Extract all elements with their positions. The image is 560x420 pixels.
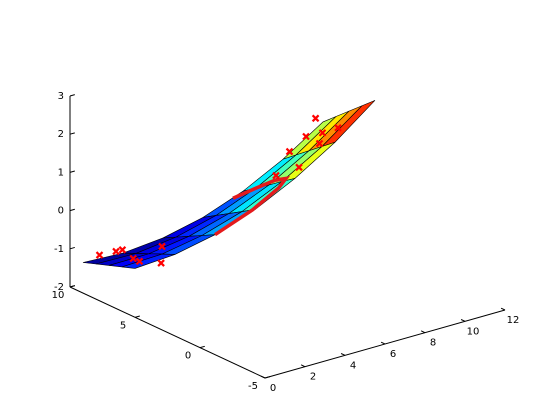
marker-stroke	[318, 129, 327, 137]
y-tick-label: 5	[120, 320, 126, 331]
y-tick-label: -5	[248, 381, 258, 392]
z-tick-label: 2	[58, 129, 64, 140]
marker-stroke	[118, 246, 127, 254]
marker-stroke	[158, 242, 166, 251]
surface-face	[121, 253, 176, 269]
y-tick	[199, 345, 205, 349]
marker-stroke	[272, 171, 280, 180]
marker-stroke	[334, 124, 342, 132]
x-tick-label: 8	[430, 338, 436, 349]
z-tick	[69, 132, 75, 135]
z-tick	[69, 94, 75, 97]
curve	[214, 176, 291, 237]
x-tick	[380, 341, 386, 345]
x-tick-label: 12	[507, 315, 520, 326]
x-tick-label: 4	[350, 360, 356, 371]
marker-stroke	[129, 254, 137, 263]
marker-stroke	[302, 132, 310, 141]
data-point	[315, 139, 324, 148]
z-tick-label: -2	[54, 282, 64, 293]
x-tick-label: 2	[310, 372, 316, 383]
z-tick	[69, 285, 75, 288]
x-tick-label: 10	[467, 326, 480, 337]
y-tick-label: 10	[52, 290, 65, 301]
data-point	[311, 114, 320, 123]
data-point	[318, 129, 327, 137]
x-tick-label: 0	[270, 383, 276, 394]
marker-stroke	[95, 251, 104, 259]
x-tick	[340, 353, 346, 356]
x-tick	[500, 307, 506, 311]
marker-stroke	[285, 147, 294, 156]
x-tick-label: 6	[390, 349, 396, 360]
y-tick-label: 0	[185, 351, 191, 362]
z-tick-label: 0	[58, 206, 64, 217]
x-tick	[420, 330, 426, 334]
y-tick	[264, 376, 270, 379]
marker-stroke	[315, 139, 324, 148]
z-tick-label: 3	[58, 91, 64, 102]
y-axis	[69, 286, 266, 379]
x-tick	[460, 319, 466, 322]
data-point	[129, 254, 137, 263]
marker-stroke	[135, 257, 144, 266]
marker-stroke	[295, 163, 303, 172]
x-tick	[300, 364, 306, 368]
z-tick-label: -1	[54, 244, 64, 255]
z-tick-label: 1	[58, 167, 64, 178]
marker-stroke	[311, 114, 320, 123]
data-point	[135, 257, 144, 266]
data-point	[118, 246, 127, 254]
z-tick	[69, 208, 75, 212]
data-point	[334, 124, 342, 132]
data-point	[302, 132, 310, 141]
data-point	[295, 163, 303, 172]
data-point	[285, 147, 294, 156]
y-tick	[134, 315, 140, 318]
marker-stroke	[157, 259, 165, 267]
data-point	[272, 171, 280, 180]
marker-stroke	[112, 247, 120, 256]
x-tick	[260, 375, 266, 379]
z-tick	[69, 170, 75, 173]
z-tick	[69, 246, 75, 250]
data-point	[157, 259, 165, 267]
data-point	[95, 251, 104, 259]
data-point	[112, 247, 120, 256]
data-point	[158, 242, 166, 251]
